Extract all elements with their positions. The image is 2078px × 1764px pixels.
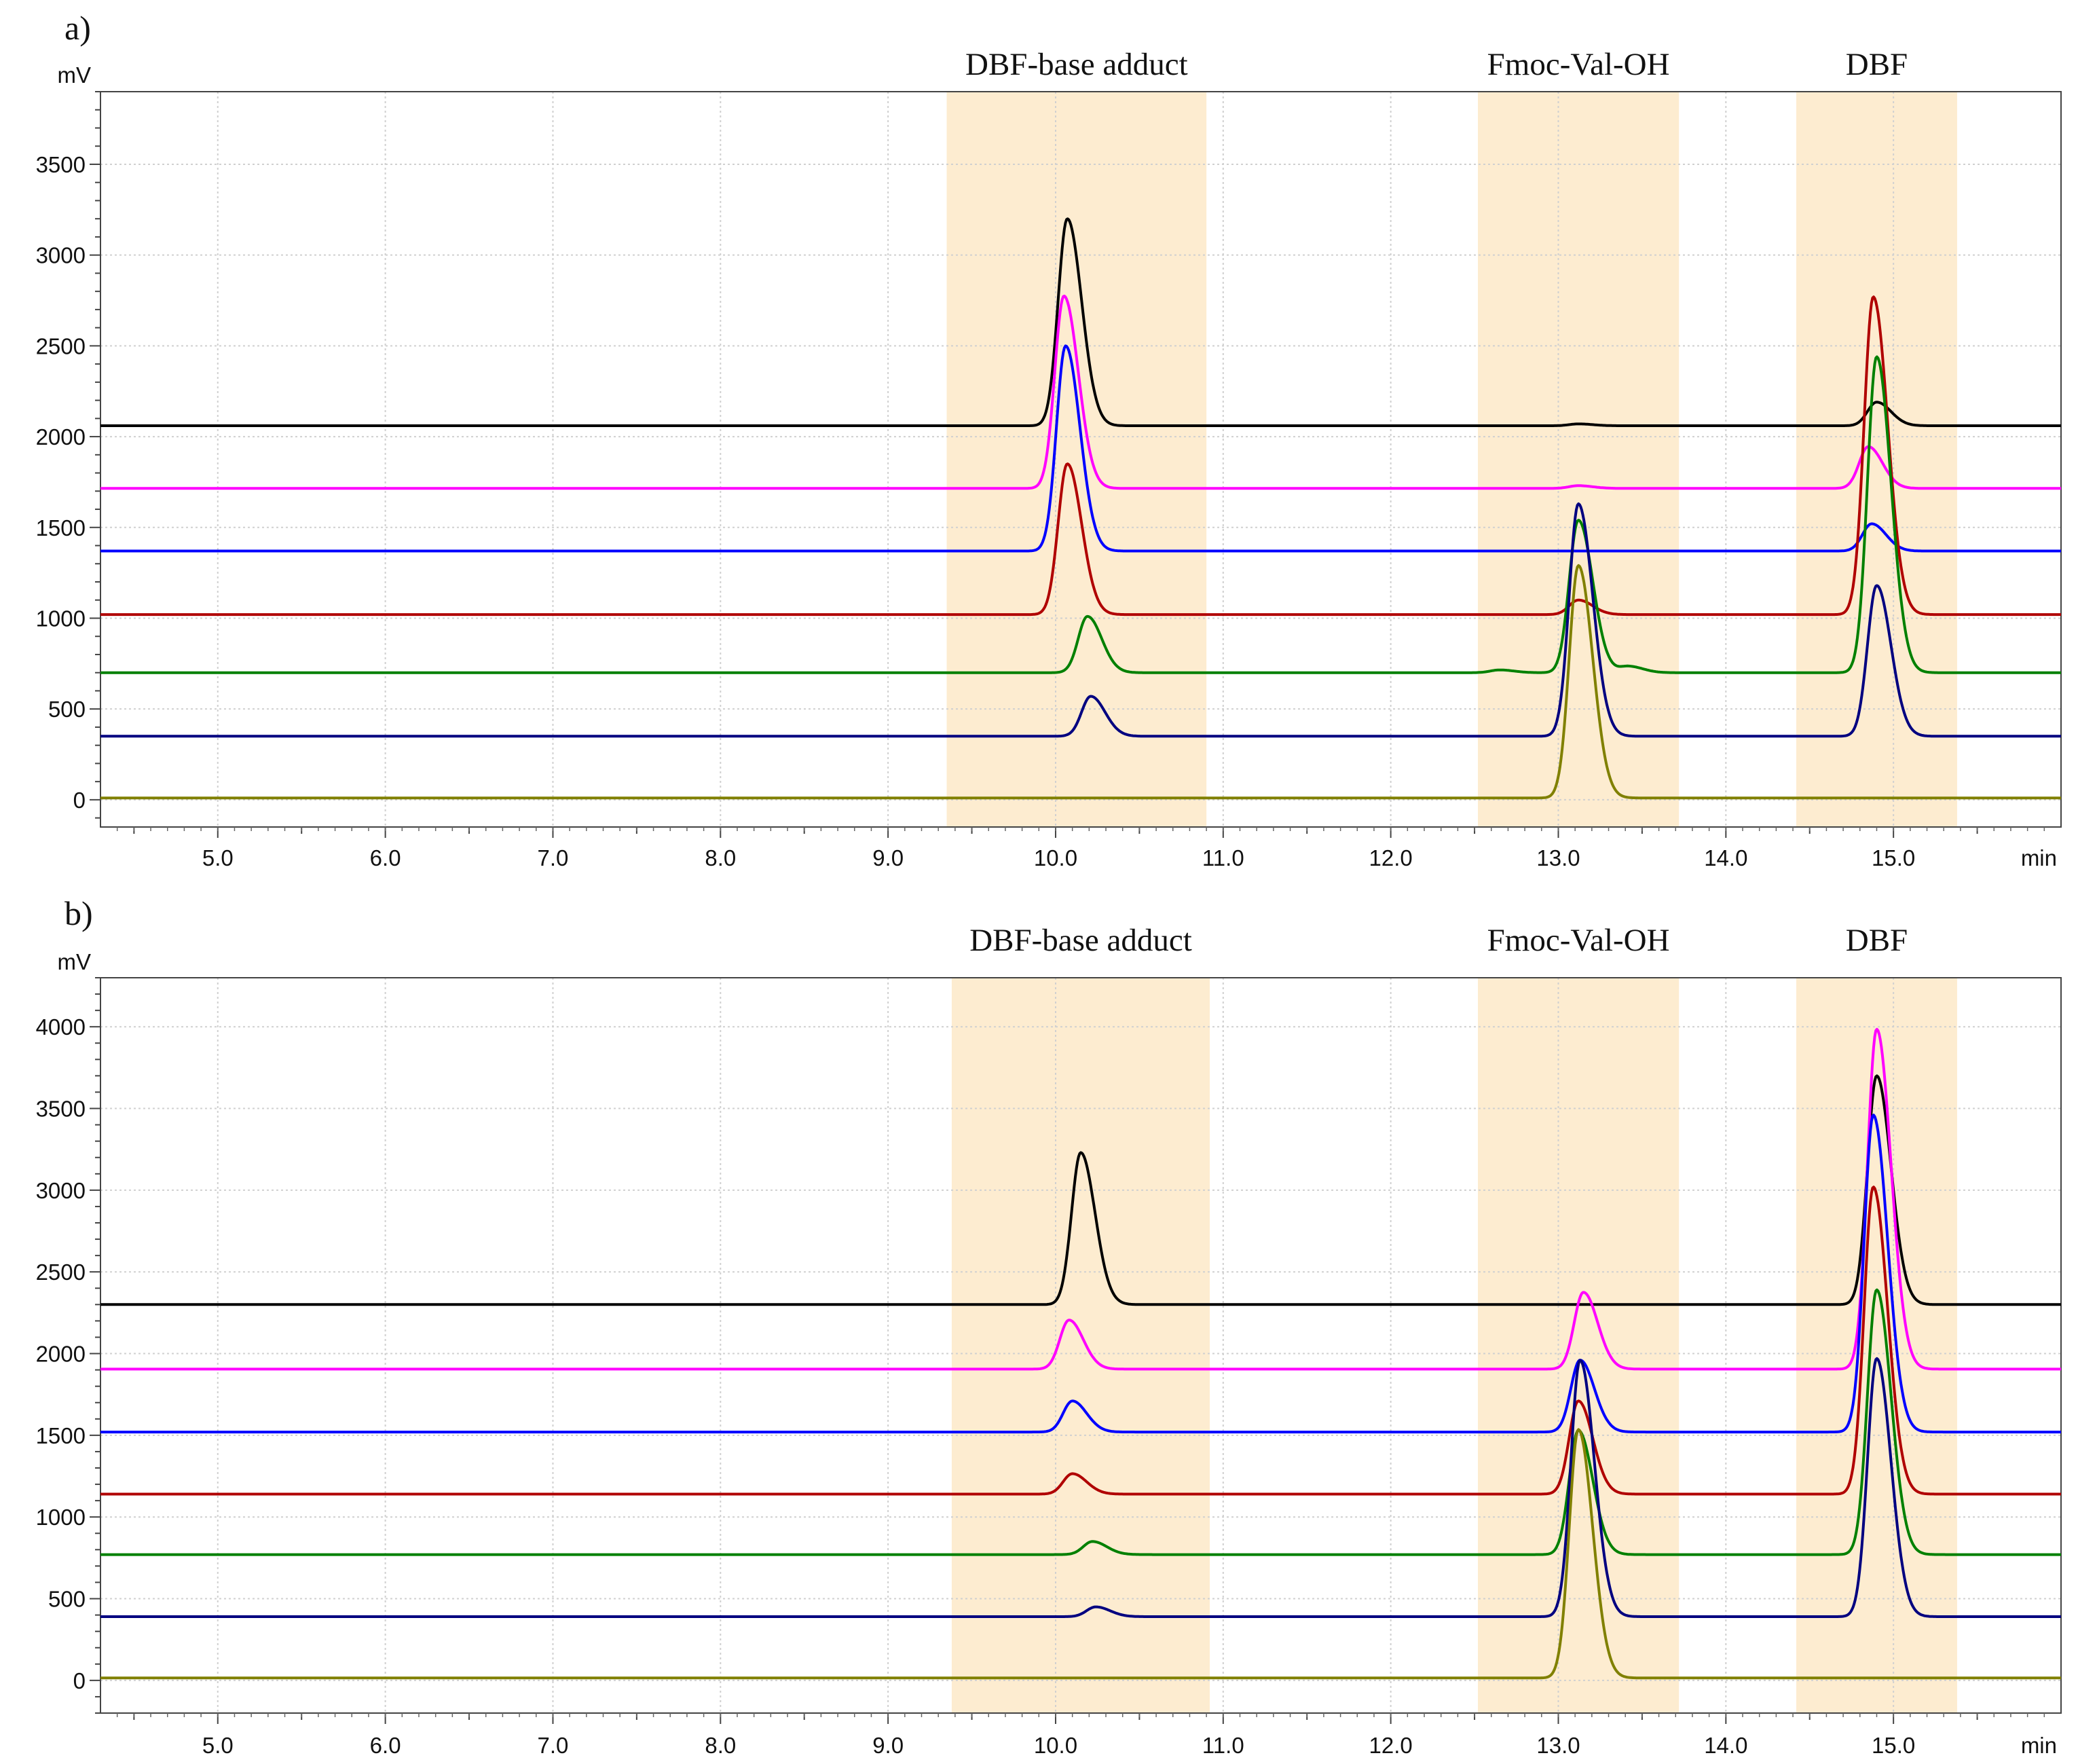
chart-panel-a: 5.0 6.0 7.0 8.0 9.0 10.0 11.0 12.0 13.0 14.0 15.0 0… bbox=[36, 9, 2062, 870]
y-tick-label: 4000 bbox=[36, 1014, 86, 1040]
region-label: Fmoc-Val-OH bbox=[1487, 923, 1670, 958]
series-trace bbox=[100, 1114, 2062, 1434]
y-tick-label: 3500 bbox=[36, 1097, 86, 1122]
series-trace bbox=[100, 502, 2062, 738]
x-tick-label: 5.0 bbox=[202, 1733, 234, 1758]
plot-frame bbox=[100, 977, 2062, 1714]
x-tick-label: 14.0 bbox=[1704, 845, 1747, 870]
y-unit-label: mV bbox=[58, 62, 92, 88]
y-unit-label: mV bbox=[58, 949, 92, 974]
region-band bbox=[1478, 92, 1680, 827]
x-tick-label: 9.0 bbox=[872, 845, 904, 870]
x-tick-label: 6.0 bbox=[370, 845, 401, 870]
y-tick-label: 0 bbox=[73, 788, 86, 813]
region-label: DBF-base adduct bbox=[969, 923, 1192, 958]
y-tick-label: 500 bbox=[48, 1587, 86, 1612]
x-tick-label: 12.0 bbox=[1369, 845, 1413, 870]
region-label: DBF-base adduct bbox=[965, 47, 1188, 82]
y-tick-label: 3500 bbox=[36, 152, 86, 177]
series-trace bbox=[100, 1357, 2062, 1618]
y-tick-label: 2000 bbox=[36, 424, 86, 449]
region-band bbox=[1478, 978, 1680, 1713]
series-trace bbox=[100, 564, 2062, 800]
y-tick-label: 3000 bbox=[36, 1178, 86, 1203]
x-tick-label: 7.0 bbox=[538, 1733, 569, 1758]
y-tick-label: 0 bbox=[73, 1668, 86, 1693]
x-tick-label: 8.0 bbox=[705, 845, 736, 870]
series-trace bbox=[100, 295, 2062, 617]
y-tick-label: 1000 bbox=[36, 606, 86, 631]
series-trace bbox=[100, 217, 2062, 427]
chart-panel-b: 5.0 6.0 7.0 8.0 9.0 10.0 11.0 12.0 13.0 14.0 15.0 0… bbox=[36, 894, 2062, 1758]
region-label: DBF bbox=[1846, 923, 1908, 958]
series-trace bbox=[100, 295, 2062, 490]
series-trace bbox=[100, 1288, 2062, 1556]
x-tick-label: 15.0 bbox=[1872, 1733, 1915, 1758]
region-band bbox=[1796, 92, 1957, 827]
x-tick-label: 5.0 bbox=[202, 845, 234, 870]
series-trace bbox=[100, 1428, 2062, 1680]
y-tick-label: 2500 bbox=[36, 333, 86, 359]
x-tick-label: 14.0 bbox=[1704, 1733, 1747, 1758]
x-tick-label: 6.0 bbox=[370, 1733, 401, 1758]
x-tick-label: 11.0 bbox=[1202, 1733, 1244, 1758]
x-tick-label: 12.0 bbox=[1369, 1733, 1413, 1758]
x-tick-label: 13.0 bbox=[1536, 845, 1580, 870]
x-tick-label: 13.0 bbox=[1536, 1733, 1580, 1758]
series-trace bbox=[100, 355, 2062, 674]
series-trace bbox=[100, 1186, 2062, 1496]
x-tick-label: 10.0 bbox=[1034, 845, 1077, 870]
region-band bbox=[946, 92, 1207, 827]
x-tick-label: 15.0 bbox=[1872, 845, 1915, 870]
x-unit-label: min bbox=[2021, 1733, 2057, 1758]
x-tick-label: 11.0 bbox=[1202, 845, 1244, 870]
x-unit-label: min bbox=[2021, 845, 2057, 870]
series-trace bbox=[100, 344, 2062, 553]
y-tick-label: 500 bbox=[48, 697, 86, 722]
y-tick-label: 1500 bbox=[36, 515, 86, 540]
series-trace bbox=[100, 1074, 2062, 1306]
panel-label: b) bbox=[64, 894, 93, 932]
region-label: DBF bbox=[1846, 47, 1908, 82]
x-tick-label: 7.0 bbox=[538, 845, 569, 870]
y-tick-label: 2500 bbox=[36, 1260, 86, 1285]
y-tick-label: 3000 bbox=[36, 243, 86, 268]
y-tick-label: 1000 bbox=[36, 1505, 86, 1530]
x-tick-label: 8.0 bbox=[705, 1733, 736, 1758]
region-label: Fmoc-Val-OH bbox=[1487, 47, 1670, 82]
series-trace bbox=[100, 1027, 2062, 1371]
y-tick-label: 1500 bbox=[36, 1423, 86, 1448]
plot-frame bbox=[100, 91, 2062, 828]
panel-label: a) bbox=[64, 9, 91, 47]
y-tick-label: 2000 bbox=[36, 1342, 86, 1367]
region-band bbox=[1796, 978, 1957, 1713]
region-band bbox=[951, 978, 1210, 1713]
x-tick-label: 9.0 bbox=[872, 1733, 904, 1758]
x-tick-label: 10.0 bbox=[1034, 1733, 1077, 1758]
